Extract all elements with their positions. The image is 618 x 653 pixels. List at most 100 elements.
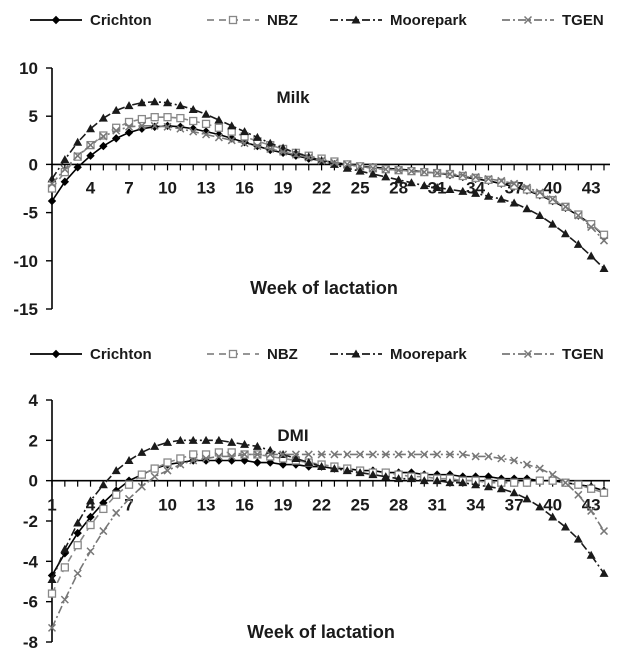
data-point bbox=[201, 109, 211, 118]
data-point bbox=[214, 452, 223, 461]
data-point bbox=[188, 104, 198, 113]
data-point bbox=[368, 169, 378, 178]
y-tick-label: -4 bbox=[23, 552, 39, 571]
data-point bbox=[548, 512, 558, 521]
data-point bbox=[394, 175, 404, 184]
x-tick-label: 28 bbox=[389, 178, 408, 197]
data-point bbox=[394, 166, 403, 175]
data-point bbox=[535, 188, 544, 197]
data-point bbox=[253, 458, 262, 467]
data-point bbox=[189, 127, 198, 136]
data-point bbox=[189, 450, 198, 459]
series-line-nbz bbox=[51, 451, 605, 594]
data-point bbox=[483, 191, 493, 200]
legend-marker-tgen bbox=[523, 349, 533, 359]
data-point bbox=[420, 450, 429, 459]
x-tick-label: 7 bbox=[124, 496, 133, 515]
series-tgen bbox=[47, 450, 609, 632]
data-point bbox=[252, 441, 262, 450]
data-point bbox=[574, 211, 583, 220]
data-point bbox=[137, 114, 147, 124]
legend-label-moorepark: Moorepark bbox=[390, 346, 467, 363]
x-tick-label: 4 bbox=[86, 178, 96, 197]
data-point bbox=[163, 437, 173, 446]
data-point bbox=[432, 476, 442, 485]
data-point bbox=[124, 494, 134, 503]
data-point bbox=[137, 98, 147, 107]
data-point bbox=[510, 456, 519, 465]
data-point bbox=[535, 476, 544, 485]
data-point bbox=[214, 115, 224, 124]
y-tick-label: 5 bbox=[29, 107, 38, 126]
x-tick-label: 13 bbox=[197, 496, 216, 515]
data-point bbox=[599, 488, 609, 497]
data-point bbox=[137, 470, 147, 479]
data-point bbox=[355, 166, 365, 175]
data-point bbox=[163, 458, 172, 467]
legend-label-nbz: NBZ bbox=[267, 346, 298, 363]
y-tick-label: 2 bbox=[29, 431, 38, 450]
series-line-moorepark bbox=[51, 439, 605, 580]
data-point bbox=[189, 116, 198, 126]
data-point bbox=[201, 119, 211, 129]
x-tick-label: 31 bbox=[428, 496, 447, 515]
data-point bbox=[163, 466, 172, 475]
data-point bbox=[586, 251, 596, 260]
y-tick-label: -10 bbox=[13, 252, 38, 271]
data-point bbox=[176, 124, 185, 133]
y-tick-label: -2 bbox=[23, 512, 38, 531]
data-point bbox=[573, 534, 583, 543]
data-point bbox=[291, 450, 300, 459]
data-point bbox=[252, 132, 262, 141]
y-tick-label: -6 bbox=[23, 593, 38, 612]
data-point bbox=[47, 179, 57, 188]
data-point bbox=[60, 563, 69, 572]
data-point bbox=[381, 450, 390, 459]
chart-title: Milk bbox=[276, 88, 310, 107]
data-point bbox=[587, 223, 596, 232]
y-tick-label: 10 bbox=[19, 59, 38, 78]
data-point bbox=[150, 121, 159, 130]
chart-1: -8 -6 -4 -2 0 2 4 1 4 7 10 13 16 19 22 25 28 31 34 37 40 43 DM… bbox=[23, 391, 610, 652]
data-point bbox=[253, 450, 262, 459]
data-point bbox=[433, 450, 442, 459]
data-point bbox=[137, 482, 146, 491]
data-point bbox=[137, 121, 146, 130]
data-point bbox=[201, 127, 211, 136]
data-point bbox=[587, 484, 596, 493]
data-point bbox=[214, 435, 224, 444]
series-tgen bbox=[47, 121, 609, 245]
series-crichton bbox=[47, 456, 609, 580]
data-point bbox=[561, 478, 570, 487]
x-tick-label: 22 bbox=[312, 178, 331, 197]
legend: Crichton NBZ Moorepark TGEN bbox=[30, 12, 604, 29]
x-tick-label: 22 bbox=[312, 496, 331, 515]
y-tick-label: -8 bbox=[23, 633, 38, 652]
data-point bbox=[445, 184, 455, 193]
data-point bbox=[111, 134, 121, 143]
legend-marker-moorepark bbox=[351, 349, 361, 358]
data-point bbox=[176, 454, 185, 463]
data-point bbox=[124, 456, 134, 464]
data-point bbox=[406, 474, 416, 483]
data-point bbox=[214, 456, 224, 465]
series-line-crichton bbox=[51, 459, 605, 576]
x-tick-label: 43 bbox=[582, 496, 601, 515]
data-point bbox=[522, 494, 532, 503]
data-point bbox=[510, 179, 519, 188]
data-point bbox=[497, 178, 506, 187]
data-point bbox=[548, 470, 557, 479]
data-point bbox=[445, 450, 454, 459]
data-point bbox=[420, 168, 429, 177]
data-point bbox=[240, 139, 249, 148]
data-point bbox=[599, 568, 609, 577]
x-tick-label: 19 bbox=[274, 178, 293, 197]
data-point bbox=[317, 462, 327, 471]
data-point bbox=[202, 130, 211, 139]
data-point bbox=[73, 528, 82, 538]
data-point bbox=[586, 550, 596, 559]
legend-label-crichton: Crichton bbox=[90, 346, 152, 363]
data-point bbox=[355, 468, 365, 477]
data-point bbox=[176, 460, 185, 469]
data-point bbox=[73, 163, 82, 172]
